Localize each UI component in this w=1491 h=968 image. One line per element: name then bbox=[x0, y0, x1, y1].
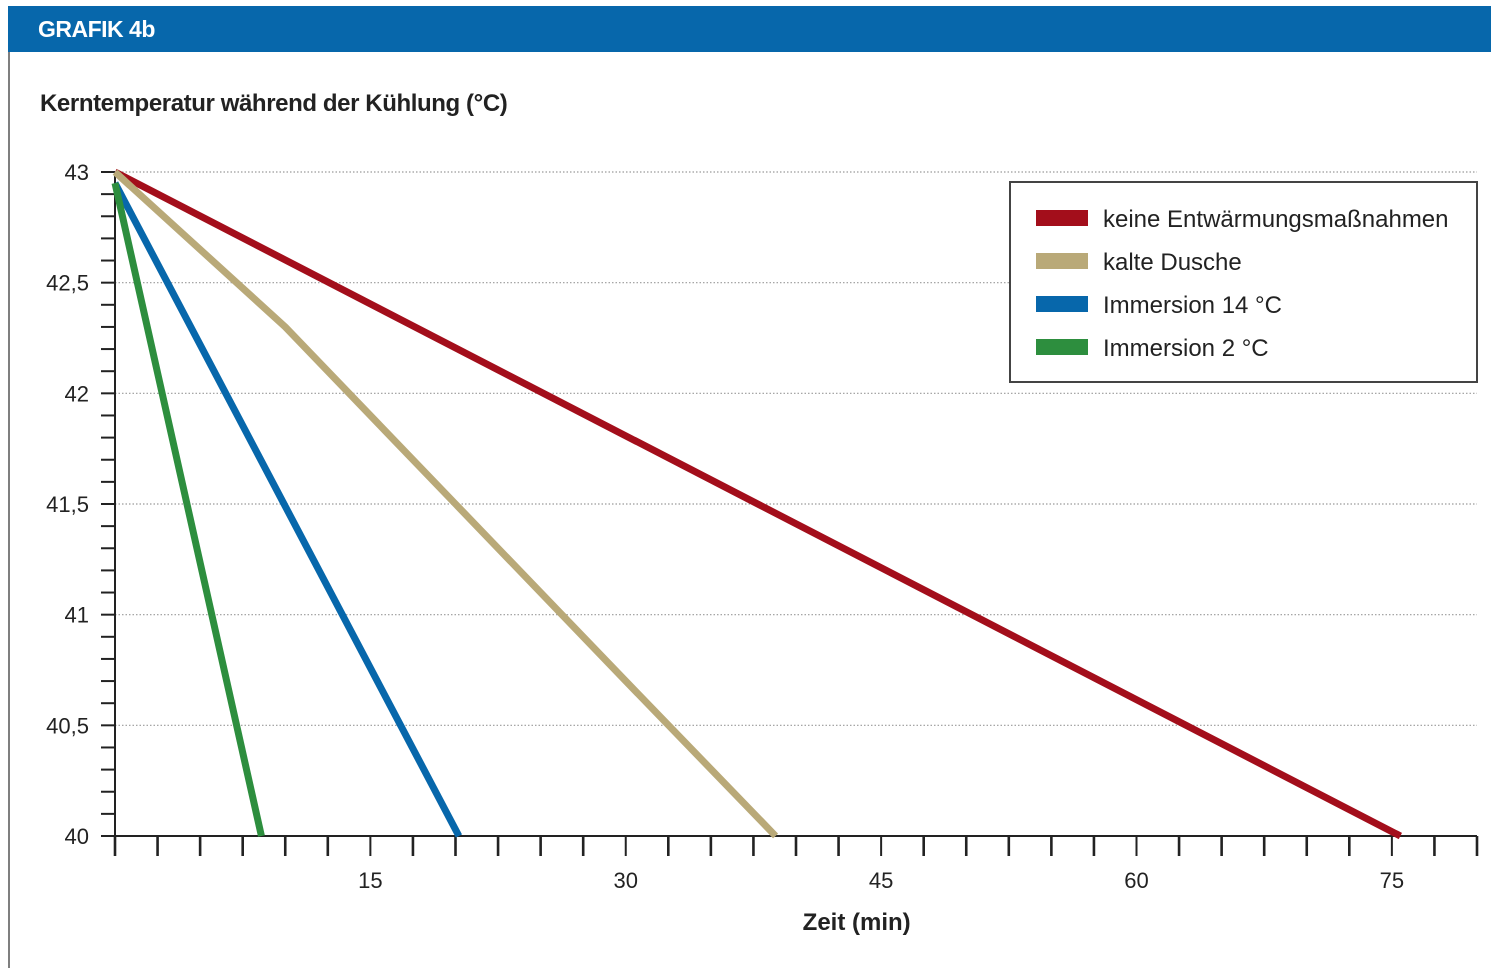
y-tick-label: 40,5 bbox=[46, 713, 89, 738]
legend-entry: Immersion 14 °C bbox=[1103, 292, 1282, 319]
y-tick-label: 40 bbox=[65, 824, 89, 849]
y-tick-label: 43 bbox=[65, 160, 89, 185]
x-tick-label: 60 bbox=[1124, 868, 1148, 893]
y-tick-label: 41 bbox=[65, 603, 89, 628]
axes: 40 40,5 41 41,5 42 42,5 43 15 30 45 60 75 Zeit (min) bbox=[46, 160, 1479, 936]
series-line-2 bbox=[112, 169, 779, 839]
legend-entry: keine Entwärmungsmaßnahmen bbox=[1103, 206, 1449, 233]
legend: keine Entwärmungsmaßnahmen kalte Dusche Im… bbox=[1009, 181, 1478, 383]
x-axis-label: Zeit (min) bbox=[803, 909, 911, 936]
series-lines bbox=[111, 168, 1402, 840]
y-tick-label: 41,5 bbox=[46, 492, 89, 517]
legend-entry: Immersion 2 °C bbox=[1103, 335, 1269, 362]
y-tick-label: 42,5 bbox=[46, 271, 89, 296]
chart-title: Kerntemperatur während der Kühlung (°C) bbox=[40, 90, 508, 117]
x-tick-label: 45 bbox=[869, 868, 893, 893]
series-line-4 bbox=[111, 182, 265, 837]
x-tick-label: 75 bbox=[1380, 868, 1404, 893]
legend-swatch bbox=[1036, 253, 1088, 269]
y-tick-label: 42 bbox=[65, 381, 89, 406]
figure-label: GRAFIK 4b bbox=[38, 16, 155, 42]
x-tick-label: 30 bbox=[614, 868, 638, 893]
legend-swatch bbox=[1036, 339, 1088, 355]
legend-entry: kalte Dusche bbox=[1103, 249, 1242, 276]
x-tick-label: 15 bbox=[358, 868, 382, 893]
series-line-3 bbox=[111, 181, 463, 838]
figure-header: GRAFIK 4b bbox=[8, 6, 1491, 52]
series-line-1 bbox=[113, 168, 1402, 840]
legend-swatch bbox=[1036, 210, 1088, 226]
legend-swatch bbox=[1036, 296, 1088, 312]
